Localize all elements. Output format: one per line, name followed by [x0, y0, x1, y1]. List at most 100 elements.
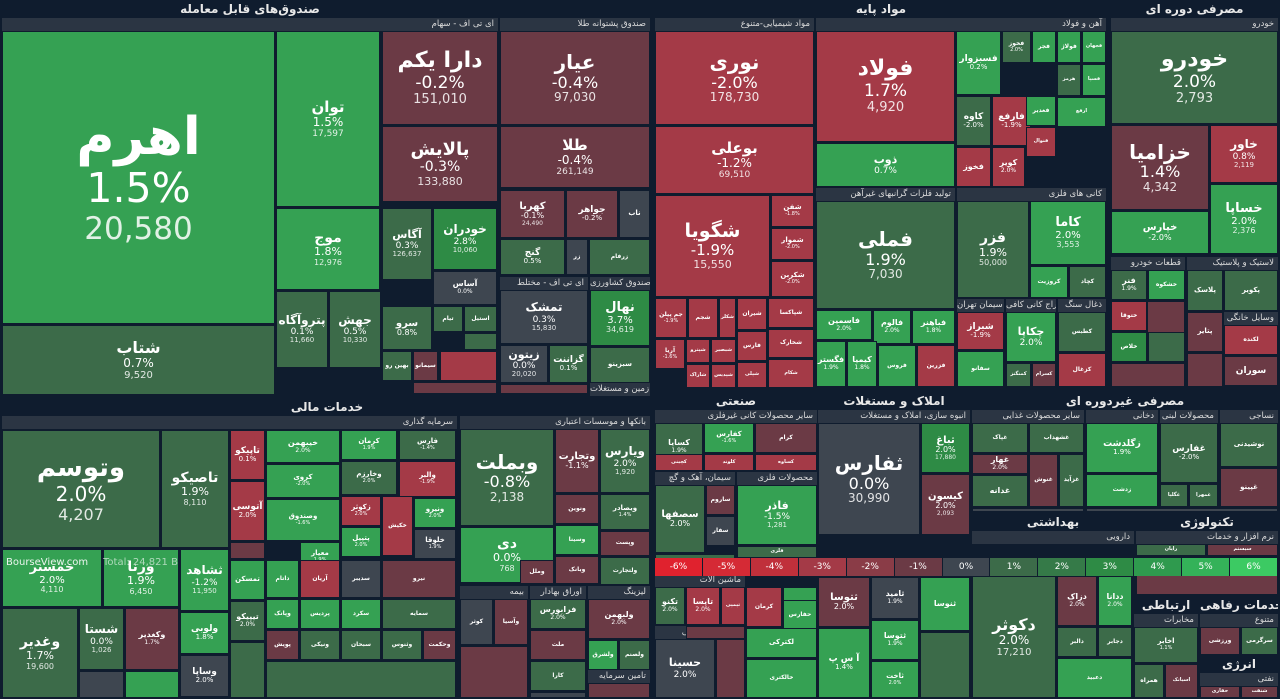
stock-tile[interactable]: وتجارت -1.1%: [555, 429, 599, 493]
stock-tile[interactable]: فلزی: [737, 546, 817, 558]
stock-tile[interactable]: شکام: [768, 359, 814, 388]
stock-tile[interactable]: تمشک 0.3% 15,830: [500, 290, 588, 344]
stock-tile[interactable]: ثامید 1.9%: [871, 577, 919, 619]
stock-tile[interactable]: سبزینو: [590, 347, 650, 383]
stock-tile[interactable]: ارفع: [1057, 97, 1106, 127]
stock-tile[interactable]: فسبزوار 0.2%: [956, 31, 1001, 95]
stock-tile[interactable]: پتپیل 2.0%: [341, 527, 381, 557]
stock-tile[interactable]: دالبر: [1057, 627, 1097, 657]
stock-tile[interactable]: ختوقا: [1111, 301, 1147, 331]
stock-tile[interactable]: تاپسا 2.0%: [686, 587, 720, 625]
stock-tile[interactable]: ثتوسا 2.0%: [818, 577, 870, 627]
stock-tile[interactable]: ونوین: [555, 494, 599, 524]
stock-tile[interactable]: خساپا 2.0% 2,376: [1210, 184, 1278, 254]
stock-tile[interactable]: شبصیر: [711, 339, 736, 363]
stock-tile[interactable]: فملی 1.9% 7,030: [816, 201, 955, 309]
stock-tile[interactable]: نوشیدنی: [1220, 423, 1278, 467]
stock-tile[interactable]: گنج 0.5%: [500, 239, 565, 275]
stock-tile[interactable]: خزامیا 1.4% 4,342: [1111, 125, 1209, 210]
stock-tile[interactable]: تاپیکو 0.1%: [230, 430, 265, 480]
stock-tile[interactable]: ثتوسا 1.9%: [871, 620, 919, 660]
stock-tile[interactable]: خمسنر 2.0% 4,110: [2, 549, 102, 607]
stock-tile[interactable]: غهار 2.0%: [972, 454, 1028, 474]
stock-tile[interactable]: فزر 1.9% 50,000: [957, 201, 1029, 298]
stock-tile[interactable]: فغدیر: [1026, 96, 1056, 126]
stock-tile[interactable]: دعبید: [1057, 658, 1132, 698]
stock-tile[interactable]: آتوسی 2.0%: [230, 481, 265, 541]
stock-tile[interactable]: غشهداب: [1029, 423, 1084, 453]
stock-tile[interactable]: تیپیکو 2.0%: [230, 601, 265, 641]
stock-tile[interactable]: فاذر -1.5% 1,281: [737, 485, 817, 545]
stock-tile[interactable]: وتوسم 2.0% 4,207: [2, 430, 160, 548]
stock-tile[interactable]: فارس: [737, 331, 767, 361]
stock-tile[interactable]: خکیش: [382, 496, 413, 556]
stock-tile[interactable]: سفانو: [957, 351, 1004, 387]
stock-tile[interactable]: بوعلی -1.2% 69,510: [655, 126, 814, 194]
stock-tile[interactable]: تکنو 2.0%: [655, 587, 685, 625]
stock-tile[interactable]: کاما 2.0% 3,553: [1030, 201, 1106, 265]
stock-tile[interactable]: خودران 2.8% 10,060: [433, 208, 497, 270]
stock-tile[interactable]: کرمان: [746, 587, 782, 627]
stock-tile[interactable]: وغدیر 1.7% 19,600: [2, 608, 78, 698]
stock-tile[interactable]: زدشت: [1086, 474, 1158, 507]
stock-tile[interactable]: شفن -1.8%: [771, 195, 814, 227]
stock-tile[interactable]: دارا یکم -0.2% 151,010: [382, 31, 498, 125]
stock-tile[interactable]: ویصادر 1.4%: [600, 494, 650, 530]
stock-tile[interactable]: کسرام: [1032, 363, 1056, 387]
stock-tile[interactable]: غمهرا: [1189, 484, 1218, 507]
stock-tile[interactable]: شنفت: [1241, 686, 1278, 698]
stock-tile[interactable]: لکترکی: [746, 628, 817, 658]
stock-tile[interactable]: کوثر: [460, 599, 493, 645]
stock-tile[interactable]: ولتجارت: [600, 557, 650, 585]
stock-tile[interactable]: غزآید: [1059, 454, 1084, 507]
stock-tile[interactable]: ونیرو 2.0%: [414, 498, 456, 528]
stock-tile[interactable]: زکوثر 2.0%: [341, 496, 381, 526]
stock-tile[interactable]: ثنوسا: [920, 577, 970, 631]
stock-tile[interactable]: شپترو: [686, 339, 710, 363]
stock-tile[interactable]: فولاد 1.7% 4,920: [816, 31, 955, 142]
stock-tile[interactable]: اخابر 1.1%: [1134, 627, 1198, 663]
stock-tile[interactable]: دزاک 2.0%: [1057, 576, 1097, 626]
stock-tile[interactable]: غفارس -2.0%: [1160, 423, 1218, 483]
stock-tile[interactable]: سیمانو: [413, 351, 438, 381]
stock-tile[interactable]: کاوه -2.0%: [956, 96, 991, 146]
stock-tile[interactable]: پویش: [266, 630, 299, 660]
stock-tile[interactable]: ولبهمن 2.0%: [588, 599, 650, 639]
stock-tile[interactable]: وآسیا: [494, 599, 528, 645]
stock-tile[interactable]: ونیکی: [300, 630, 340, 660]
stock-tile[interactable]: آ س پ 1.4%: [818, 628, 870, 698]
stock-tile[interactable]: وصندوق -1.6%: [266, 499, 340, 541]
stock-tile[interactable]: کچینی: [655, 454, 703, 471]
stock-tile[interactable]: فخوز: [956, 147, 991, 187]
stock-tile[interactable]: ویارس 2.0% 1,920: [600, 429, 650, 493]
stock-tile[interactable]: کلوند: [704, 454, 754, 471]
stock-tile[interactable]: خاور 0.8% 2,119: [1210, 125, 1278, 183]
stock-tile[interactable]: خیبهمن 2.0%: [266, 430, 340, 463]
stock-tile[interactable]: جهش 0.5% 10,330: [329, 291, 381, 368]
stock-tile[interactable]: ناب: [619, 190, 650, 238]
stock-tile[interactable]: کروی -2.0%: [266, 464, 340, 498]
stock-tile[interactable]: فاسمین 2.0%: [816, 310, 872, 340]
stock-tile[interactable]: شگویا -1.9% 15,550: [655, 195, 770, 297]
stock-tile[interactable]: شکلر: [719, 298, 736, 338]
stock-tile[interactable]: غپاک: [972, 423, 1028, 453]
stock-tile[interactable]: ولوبی 1.8%: [180, 612, 229, 654]
stock-tile[interactable]: تیام: [433, 306, 463, 332]
stock-tile[interactable]: شکربن -2.0%: [771, 261, 814, 297]
stock-tile[interactable]: سوران: [1224, 356, 1278, 386]
stock-tile[interactable]: فولاژ: [1057, 31, 1081, 63]
stock-tile[interactable]: شاراک: [686, 364, 710, 388]
stock-tile[interactable]: سمایه: [382, 599, 456, 629]
stock-tile[interactable]: وحکمت: [423, 630, 456, 660]
stock-tile[interactable]: تمسکن: [230, 560, 265, 600]
stock-tile[interactable]: آریان: [300, 560, 340, 598]
stock-tile[interactable]: عیار -0.4% 97,030: [500, 31, 650, 125]
stock-tile[interactable]: کویر 2.0%: [992, 147, 1025, 187]
stock-tile[interactable]: کیسون 2.0% 2,093: [921, 474, 970, 535]
stock-tile[interactable]: خشکوه: [1148, 270, 1185, 300]
stock-tile[interactable]: کطبس: [1058, 312, 1106, 352]
stock-tile[interactable]: فروس: [878, 345, 916, 387]
stock-tile[interactable]: فارس -1.4%: [399, 430, 456, 460]
stock-tile[interactable]: کروزیت: [1030, 266, 1068, 298]
stock-tile[interactable]: سکرد: [341, 599, 381, 629]
